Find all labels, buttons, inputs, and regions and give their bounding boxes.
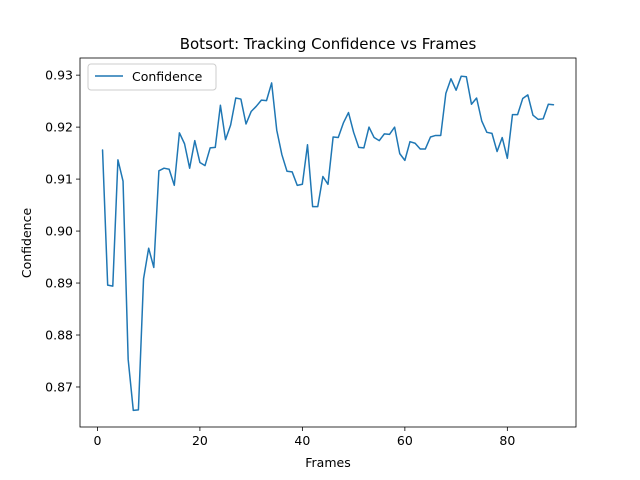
x-tick-label: 0 <box>93 433 101 448</box>
y-tick-label: 0.93 <box>45 68 73 83</box>
y-tick-label: 0.90 <box>45 224 73 239</box>
series-line-confidence <box>101 75 555 412</box>
tick-layer: 0 20 40 60 80 0.87 0.88 0.89 0.90 0.91 0.92 0.93 <box>45 68 515 448</box>
legend-label-confidence: Confidence <box>132 69 203 84</box>
chart-title: Botsort: Tracking Confidence vs Frames <box>180 35 477 53</box>
y-axis-label: Confidence <box>19 208 34 279</box>
x-tick-label: 80 <box>499 433 515 448</box>
x-tick-label: 20 <box>192 433 208 448</box>
x-axis-label: Frames <box>305 455 350 470</box>
y-tick-label: 0.89 <box>45 276 73 291</box>
legend-box <box>87 63 217 91</box>
legend: Confidence <box>87 63 217 91</box>
y-tick-label: 0.92 <box>45 120 73 135</box>
y-tick-label: 0.87 <box>45 379 73 394</box>
plot-frame <box>79 57 577 428</box>
x-tick-label: 60 <box>397 433 413 448</box>
y-tick-label: 0.91 <box>45 172 73 187</box>
y-tick-label: 0.88 <box>45 328 73 343</box>
x-tick-label: 40 <box>294 433 310 448</box>
